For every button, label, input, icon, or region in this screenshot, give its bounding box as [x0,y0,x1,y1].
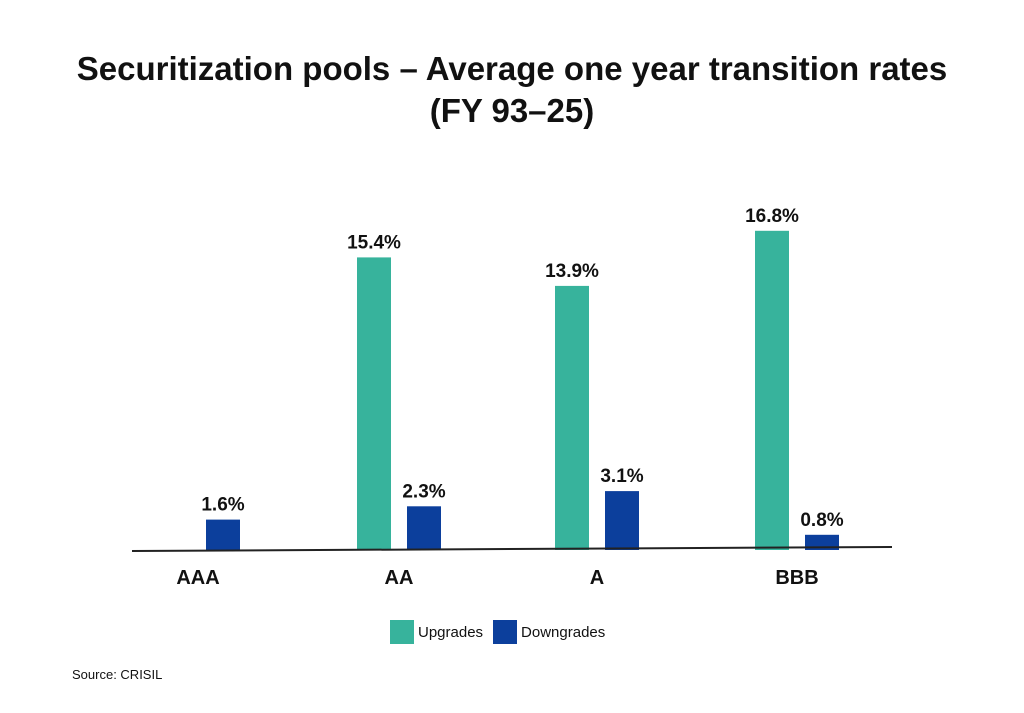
data-label-upgrades-a: 13.9% [545,261,599,282]
bar-upgrades-a [555,285,589,550]
data-label-downgrades-a: 3.1% [600,466,643,487]
data-label-downgrades-aaa: 1.6% [201,495,244,516]
data-label-upgrades-bbb: 16.8% [745,206,799,227]
bar-upgrades-bbb [755,230,789,551]
data-label-upgrades-aa: 15.4% [347,232,401,253]
chart-title-line2: (FY 93–25) [429,92,595,129]
category-label-a: A [590,567,604,589]
x-axis-line [131,546,893,552]
chart-title-line1: Securitization pools – Average one year … [76,50,948,87]
legend-swatch-upgrades [390,620,414,644]
category-label-aa: AA [385,567,414,589]
bar-downgrades-a [605,491,639,550]
category-label-aaa: AAA [176,567,219,589]
legend-label-upgrades: Upgrades [418,623,484,641]
legend-label-downgrades: Downgrades [521,623,606,641]
data-label-downgrades-aa: 2.3% [402,481,445,502]
legend-swatch-downgrades [493,620,518,644]
bar-downgrades-bbb [805,534,839,550]
data-label-downgrades-bbb: 0.8% [800,510,843,531]
bar-downgrades-aaa [206,519,240,550]
category-label-bbb: BBB [775,567,818,589]
legend-item-upgrades: Upgrades [390,620,483,644]
source-note: Source: CRISIL [72,667,163,682]
bar-downgrades-aa [407,506,441,550]
bar-upgrades-aa [357,257,391,550]
legend: Upgrades Downgrades [390,620,615,644]
legend-item-downgrades: Downgrades [493,620,605,644]
chart-title: Securitization pools – Average one year … [0,48,1024,132]
